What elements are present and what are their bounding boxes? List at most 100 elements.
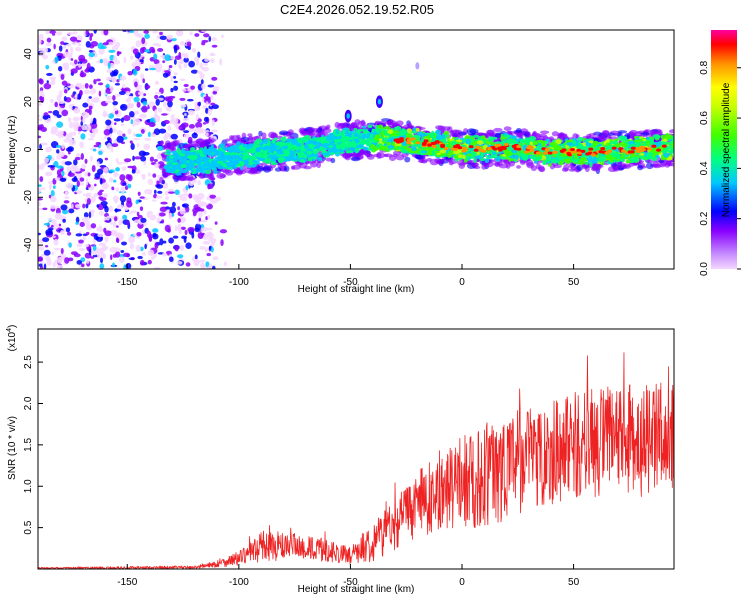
ridge-halo-point xyxy=(617,162,627,169)
noise-point xyxy=(127,128,132,135)
noise-point xyxy=(48,30,57,34)
noise-point xyxy=(102,193,108,198)
noise-point xyxy=(38,232,41,236)
noise-point xyxy=(181,88,187,92)
ridge-point xyxy=(476,140,484,145)
ridge-halo-point xyxy=(669,163,674,167)
ridge-point xyxy=(188,159,192,164)
noise-point xyxy=(113,179,117,183)
noise-point xyxy=(203,116,209,123)
ridge-point xyxy=(584,148,589,152)
noise-point xyxy=(55,133,63,137)
noise-point xyxy=(194,33,200,37)
ridge-point xyxy=(218,154,223,161)
noise-point xyxy=(113,107,118,112)
ridge-point xyxy=(487,138,493,142)
ridge-point xyxy=(470,152,478,156)
colorbar-tick-label: 0.4 xyxy=(699,161,710,175)
colorbar-label: Normalized spectral amplitude xyxy=(721,82,732,217)
ridge-peak-point xyxy=(421,142,427,146)
ridge-point xyxy=(475,155,482,160)
ridge-point xyxy=(444,143,449,148)
noise-point xyxy=(130,143,135,151)
noise-point xyxy=(60,73,65,81)
noise-point xyxy=(158,128,167,134)
ridge-point xyxy=(226,157,231,161)
ridge-peak-point xyxy=(415,141,421,145)
noise-point xyxy=(94,183,97,187)
noise-point xyxy=(211,119,215,127)
noise-point xyxy=(75,233,83,237)
noise-point xyxy=(175,30,184,37)
noise-point xyxy=(173,80,178,84)
noise-point xyxy=(75,82,83,88)
noise-point xyxy=(149,46,155,53)
snr-panel: -150 -100 -50 0 50 0.51.01.52.02.5 Height of… xyxy=(6,325,675,595)
noise-point xyxy=(81,216,90,223)
noise-point xyxy=(68,242,72,248)
noise-point xyxy=(66,231,72,236)
ridge-peak-point xyxy=(476,146,482,150)
noise-point xyxy=(72,116,80,122)
ridge-point xyxy=(313,156,317,160)
noise-point xyxy=(88,248,92,256)
ridge-peak-point xyxy=(423,139,429,143)
noise-point xyxy=(160,140,164,146)
noise-point xyxy=(89,155,93,162)
noise-point xyxy=(163,135,169,140)
noise-point xyxy=(114,199,118,204)
noise-point xyxy=(179,41,185,46)
spectrogram-y-axis-label: Frequency (Hz) xyxy=(7,116,18,185)
noise-point xyxy=(58,101,65,104)
noise-point xyxy=(148,235,152,242)
noise-point xyxy=(142,174,146,181)
ridge-point xyxy=(268,154,274,158)
noise-point xyxy=(130,119,134,125)
noise-point xyxy=(45,64,50,70)
ridge-point xyxy=(264,159,271,164)
noise-point xyxy=(93,193,98,198)
noise-point xyxy=(40,142,48,146)
noise-point xyxy=(198,259,206,263)
y-tick-label: 0 xyxy=(23,146,34,152)
noise-point xyxy=(197,180,201,186)
noise-point xyxy=(152,43,160,46)
noise-point xyxy=(48,183,52,191)
noise-point xyxy=(84,82,89,89)
noise-point xyxy=(198,208,205,212)
ridge-point xyxy=(555,155,560,158)
noise-point xyxy=(201,39,209,43)
noise-point xyxy=(177,61,184,65)
noise-point xyxy=(156,180,160,185)
noise-point xyxy=(133,137,141,141)
ridge-point xyxy=(465,138,471,145)
noise-point xyxy=(63,138,71,143)
ridge-halo-point xyxy=(350,156,361,162)
noise-point xyxy=(179,244,185,251)
spectrogram-feature-core xyxy=(346,113,350,119)
noise-point xyxy=(118,219,123,226)
noise-point xyxy=(193,56,200,62)
ridge-halo-point xyxy=(258,130,263,137)
noise-point xyxy=(136,101,141,108)
noise-point xyxy=(43,249,51,256)
noise-point xyxy=(74,93,78,100)
noise-point xyxy=(64,89,68,94)
noise-point xyxy=(58,223,62,227)
ridge-halo-point xyxy=(539,130,550,135)
noise-point xyxy=(62,218,66,223)
ridge-halo-point xyxy=(357,120,366,126)
noise-point xyxy=(187,226,195,233)
noise-point xyxy=(171,201,176,207)
noise-point xyxy=(210,246,214,253)
noise-point xyxy=(181,122,189,128)
noise-point xyxy=(185,185,189,191)
x-tick-label: -100 xyxy=(229,277,249,288)
noise-point xyxy=(115,187,120,192)
noise-point xyxy=(128,236,136,244)
ridge-peak-point xyxy=(487,147,492,151)
noise-point xyxy=(143,30,150,34)
noise-point xyxy=(100,166,104,170)
ridge-halo-point xyxy=(283,165,290,172)
ridge-point xyxy=(365,137,372,142)
